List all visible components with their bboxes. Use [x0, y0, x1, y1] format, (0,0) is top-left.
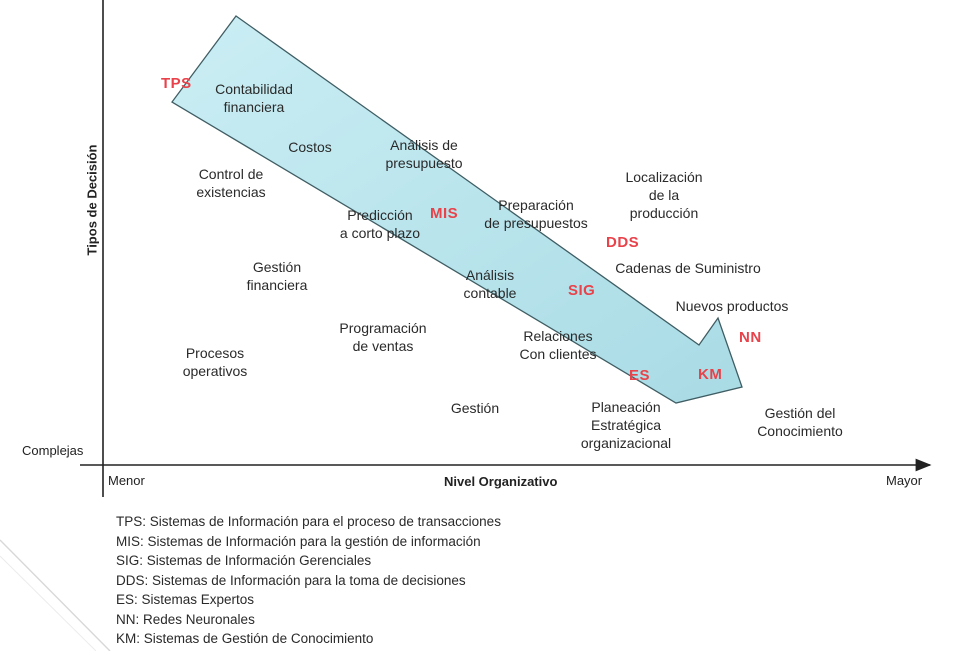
x-axis-min-label: Menor [108, 473, 145, 488]
label-analisis-contable: Análisis contable [463, 267, 517, 301]
label-procesos-operativos: Procesos operativos [182, 345, 248, 379]
label-programacion-ventas: Programación de ventas [339, 320, 427, 354]
page-curl-decoration [0, 539, 111, 651]
legend-item-dds: DDS: Sistemas de Información para la tom… [116, 572, 466, 588]
legend-item-mis: MIS: Sistemas de Información para la ges… [116, 533, 481, 549]
legend: TPS: Sistemas de Información para el pro… [116, 512, 501, 649]
acronym-tps: TPS [161, 75, 192, 92]
label-relaciones-clientes: Relaciones Con clientes [519, 328, 597, 362]
label-planeacion-estrategica: Planeación Estratégica organizacional [580, 399, 672, 451]
legend-item-tps: TPS: Sistemas de Información para el pro… [116, 514, 501, 529]
acronym-nn: NN [739, 329, 762, 346]
acronym-es: ES [629, 367, 651, 384]
acronym-mis: MIS [430, 205, 459, 222]
legend-item-es: ES: Sistemas Expertos [116, 592, 255, 607]
x-axis-max-label: Mayor [886, 473, 923, 488]
label-analisis-presupuesto: Análisis de presupuesto [385, 137, 463, 171]
y-axis-title: Tipos de Decisión [84, 144, 100, 256]
y-axis-low-label: Complejas [22, 443, 84, 458]
label-preparacion-presupuestos: Preparación de presupuestos [484, 197, 588, 231]
label-prediccion-corto-plazo: Predicción a corto plazo [339, 207, 421, 241]
page-curl-decoration-inner [0, 555, 97, 651]
legend-item-km: KM: Sistemas de Gestión de Conocimiento [116, 631, 374, 646]
evolution-arrow [171, 15, 743, 404]
label-gestion-conocimiento: Gestión del Conocimiento [757, 405, 843, 439]
label-localizacion-produccion: Localización de la producción [625, 169, 703, 221]
x-axis-title: Nivel Organizativo [444, 474, 558, 489]
label-nuevos-productos: Nuevos productos [675, 298, 789, 314]
legend-item-sig: SIG: Sistemas de Información Gerenciales [116, 553, 372, 568]
legend-item-nn: NN: Redes Neuronales [116, 611, 255, 627]
label-gestion-financiera: Gestión financiera [246, 259, 308, 293]
acronym-km: KM [698, 366, 723, 383]
label-cadenas-suministro: Cadenas de Suministro [615, 260, 761, 276]
label-control-existencias: Control de existencias [196, 166, 266, 200]
label-gestion: Gestión [450, 400, 500, 416]
label-costos: Costos [288, 139, 332, 155]
acronym-dds: DDS [606, 234, 640, 251]
acronym-sig: SIG [568, 282, 596, 299]
label-contabilidad-financiera: Contabilidad financiera [215, 81, 293, 115]
